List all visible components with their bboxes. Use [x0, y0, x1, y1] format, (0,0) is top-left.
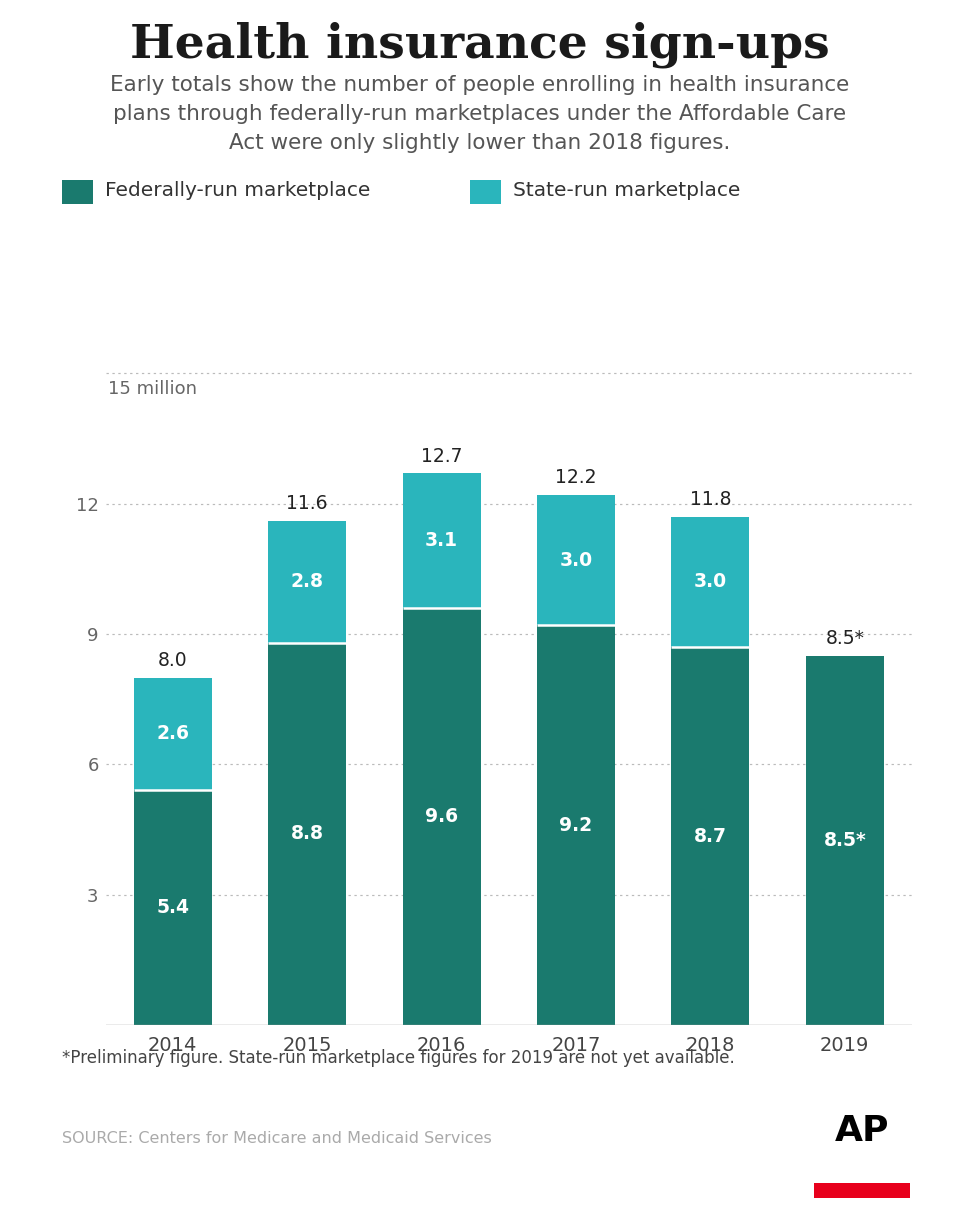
Bar	[805, 656, 884, 1025]
Text: Early totals show the number of people enrolling in health insurance
plans throu: Early totals show the number of people e…	[110, 75, 850, 153]
Text: 15 million: 15 million	[108, 380, 198, 398]
Text: 9.6: 9.6	[425, 807, 458, 826]
Text: 11.8: 11.8	[689, 490, 732, 509]
Text: 9.2: 9.2	[560, 815, 592, 835]
Bar	[671, 647, 750, 1025]
Text: *Preliminary figure. State-run marketplace figures for 2019 are not yet availabl: *Preliminary figure. State-run marketpla…	[62, 1049, 735, 1067]
Text: 11.6: 11.6	[286, 495, 328, 513]
Bar	[671, 517, 750, 647]
Text: 8.5*: 8.5*	[826, 630, 864, 648]
Bar	[402, 473, 481, 608]
Text: 8.8: 8.8	[291, 825, 324, 843]
Text: 12.7: 12.7	[420, 446, 463, 466]
Text: 2.6: 2.6	[156, 724, 189, 744]
Text: Health insurance sign-ups: Health insurance sign-ups	[131, 22, 829, 68]
Text: State-run marketplace: State-run marketplace	[513, 181, 740, 200]
Bar	[537, 626, 615, 1025]
Text: SOURCE: Centers for Medicare and Medicaid Services: SOURCE: Centers for Medicare and Medicai…	[62, 1131, 492, 1145]
Text: 5.4: 5.4	[156, 898, 189, 917]
Bar	[813, 1183, 909, 1198]
Text: AP: AP	[834, 1114, 889, 1147]
Text: 3.1: 3.1	[425, 531, 458, 551]
Bar	[133, 791, 212, 1025]
Bar	[268, 522, 347, 643]
Text: 3.0: 3.0	[560, 551, 592, 570]
Text: 2.8: 2.8	[291, 573, 324, 592]
Text: 12.2: 12.2	[555, 468, 597, 488]
Text: 8.5*: 8.5*	[824, 831, 866, 850]
Text: 8.7: 8.7	[694, 826, 727, 845]
Bar	[133, 678, 212, 791]
Bar	[268, 643, 347, 1025]
Bar	[537, 495, 615, 626]
Text: 3.0: 3.0	[694, 573, 727, 592]
Text: 8.0: 8.0	[158, 650, 187, 670]
Bar	[402, 608, 481, 1025]
Text: Federally-run marketplace: Federally-run marketplace	[105, 181, 370, 200]
